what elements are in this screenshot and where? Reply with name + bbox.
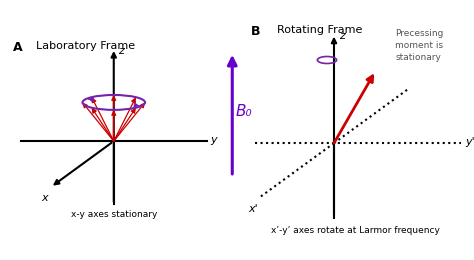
Text: y: y <box>210 135 217 145</box>
Text: x-y axes stationary: x-y axes stationary <box>71 210 157 219</box>
Text: z: z <box>339 31 345 41</box>
Text: B: B <box>251 25 260 38</box>
Text: x’-y’ axes rotate at Larmor frequency: x’-y’ axes rotate at Larmor frequency <box>272 226 440 235</box>
Text: z: z <box>118 46 124 56</box>
Text: Laboratory Frame: Laboratory Frame <box>36 41 135 51</box>
Text: x: x <box>41 193 48 203</box>
Text: x': x' <box>249 204 258 214</box>
Text: y': y' <box>465 137 474 147</box>
Text: B₀: B₀ <box>236 104 253 119</box>
Text: Precessing
moment is
stationary: Precessing moment is stationary <box>395 29 444 62</box>
Text: Rotating Frame: Rotating Frame <box>277 25 363 35</box>
Text: A: A <box>13 41 23 54</box>
